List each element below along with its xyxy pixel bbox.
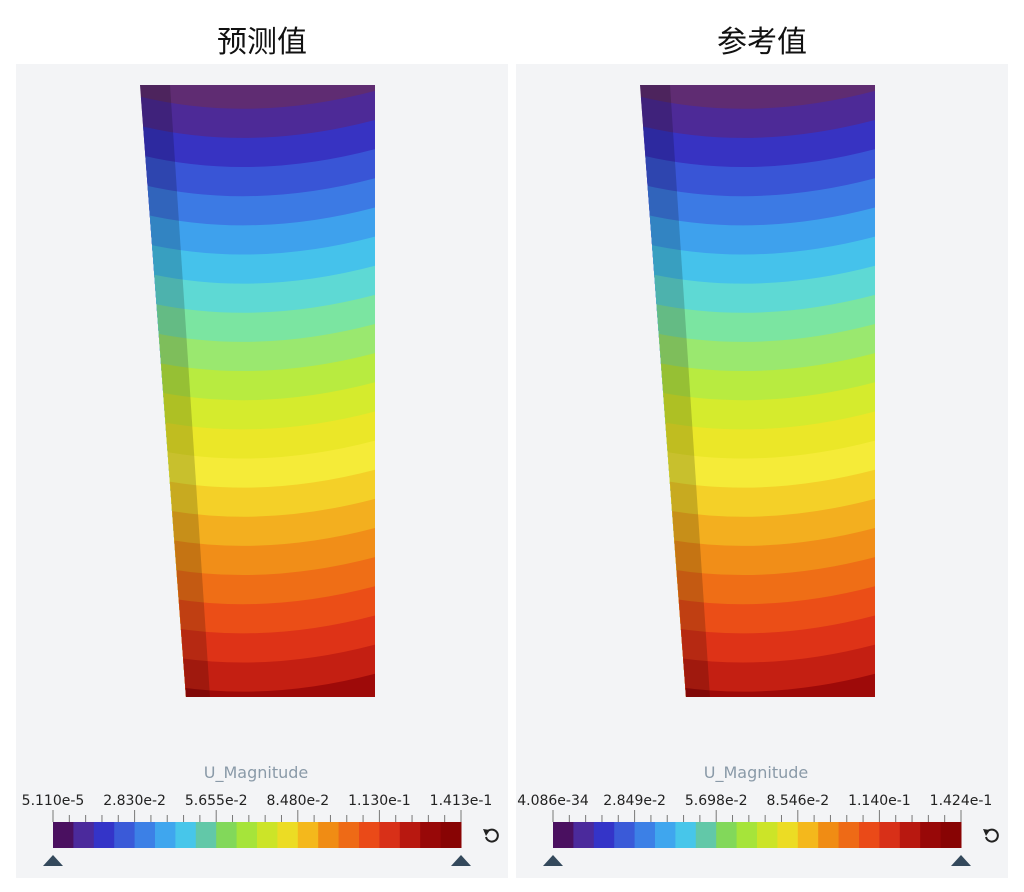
colorbar-cell: [695, 822, 717, 848]
colorbar-cell: [277, 822, 299, 848]
colorbar-tick-label: 5.655e-2: [185, 793, 248, 809]
colorbar-cell: [379, 822, 401, 848]
edge-shade: [640, 85, 710, 697]
colorbar-cell: [859, 822, 880, 848]
colorbar-tick-label: 2.849e-2: [603, 793, 666, 809]
colorbar-tick-label: 1.424e-1: [930, 793, 993, 809]
colorbar-cell: [338, 822, 360, 848]
colorbar-cell: [73, 822, 95, 848]
colorbar-cell: [93, 822, 115, 848]
panel: 参考值 U_Magnitude 4.086e-34 2.849e-2 5.698e-2 8…: [516, 25, 1008, 878]
colorbar-tick-label: 5.698e-2: [685, 793, 748, 809]
reset-button[interactable]: [983, 828, 999, 843]
colorbar-cell: [593, 822, 615, 848]
colorbar-cell: [777, 822, 799, 848]
colorbar-cell: [553, 822, 574, 848]
range-handle-min[interactable]: [43, 855, 63, 866]
colorbar-tick-label: 1.140e-1: [848, 793, 911, 809]
colorbar-cell: [736, 822, 758, 848]
colorbar-cell: [114, 822, 136, 848]
range-handle-max[interactable]: [451, 855, 471, 866]
colorbar-cell: [440, 822, 462, 848]
panel: 预测值 U_Magnitude 5.110e-5 2.830e-2 5.655e-2 8.…: [16, 25, 508, 878]
colorbar-cell: [899, 822, 921, 848]
colorbar-cell: [675, 822, 697, 848]
panel-title: 预测值: [217, 25, 307, 60]
colorbar-cell: [818, 822, 840, 848]
colorbar-tick-label: 1.130e-1: [348, 793, 411, 809]
range-handle-min[interactable]: [543, 855, 563, 866]
colorbar-cell: [655, 822, 676, 848]
reset-icon: [485, 828, 499, 843]
colorbar-cell: [399, 822, 421, 848]
colorbar-cell: [573, 822, 595, 848]
field-band: [640, 671, 875, 697]
colorbar-cell: [879, 822, 901, 848]
field: [140, 85, 375, 697]
legend-label: U_Magnitude: [704, 763, 808, 783]
field-band: [640, 641, 875, 697]
colorbar-cell: [257, 822, 278, 848]
colorbar-cell: [175, 822, 197, 848]
colorbar-cell: [236, 822, 258, 848]
colorbar-cell: [797, 822, 819, 848]
colorbar-cell: [838, 822, 860, 848]
colorbar-cell: [716, 822, 738, 848]
colorbar-cell: [297, 822, 319, 848]
colorbar-cell: [53, 822, 74, 848]
reset-icon: [985, 828, 999, 843]
field: [640, 85, 875, 697]
panel-title: 参考值: [717, 25, 807, 60]
colorbar-tick-label: 8.546e-2: [766, 793, 829, 809]
field-band: [140, 671, 375, 697]
colorbar-tick-label: 1.413e-1: [430, 793, 493, 809]
legend-label: U_Magnitude: [204, 763, 308, 783]
colorbar-cell: [940, 822, 962, 848]
edge-shade: [140, 85, 210, 697]
colorbar-tick-label: 5.110e-5: [22, 793, 85, 809]
colorbar-cell: [216, 822, 238, 848]
colorbar-cell: [634, 822, 656, 848]
range-handle-max[interactable]: [951, 855, 971, 866]
reset-arrow: [483, 829, 490, 836]
colorbar-cell: [420, 822, 442, 848]
colorbar-cell: [318, 822, 340, 848]
colorbar-cell: [757, 822, 778, 848]
colorbar-cell: [134, 822, 156, 848]
colorbar-tick-label: 4.086e-34: [517, 793, 589, 809]
colorbar-cell: [195, 822, 217, 848]
colorbar-cell: [614, 822, 636, 848]
colorbar-tick-label: 2.830e-2: [103, 793, 166, 809]
field-band: [140, 641, 375, 697]
colorbar-cell: [155, 822, 176, 848]
reset-arrow: [983, 829, 990, 836]
reset-button[interactable]: [483, 828, 499, 843]
colorbar-cell: [920, 822, 942, 848]
colorbar-cell: [359, 822, 380, 848]
colorbar-tick-label: 8.480e-2: [266, 793, 329, 809]
